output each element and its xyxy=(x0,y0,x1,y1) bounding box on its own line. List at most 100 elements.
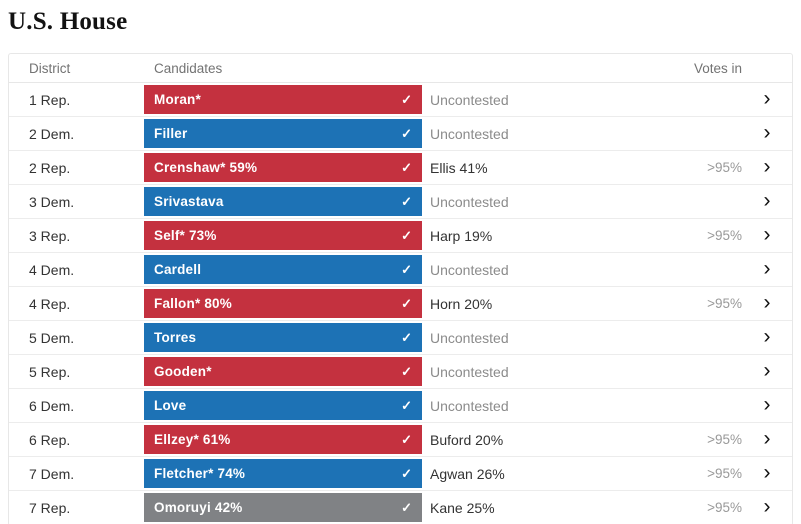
district-label: 4 Dem. xyxy=(29,261,75,278)
votes-in-value: >95% xyxy=(707,466,742,481)
district-label: 2 Dem. xyxy=(29,125,75,142)
votes-in-value: >95% xyxy=(707,432,742,447)
leader-name: Srivastava xyxy=(154,194,224,209)
district-label: 2 Rep. xyxy=(29,159,71,176)
column-header-candidates: Candidates xyxy=(154,60,223,76)
leader-name: Love xyxy=(154,398,187,413)
votes-in-value: >95% xyxy=(707,500,742,515)
leader-bar: Fletcher* 74% ✓ xyxy=(144,459,422,488)
opponent-label: Uncontested xyxy=(430,329,509,346)
votes-in-value: >95% xyxy=(707,296,742,311)
votes-in-value: >95% xyxy=(707,160,742,175)
leader-bar: Self* 73% ✓ xyxy=(144,221,422,250)
chevron-right-icon[interactable]: › xyxy=(763,494,771,518)
winner-check-icon: ✓ xyxy=(401,330,412,345)
chevron-right-icon[interactable]: › xyxy=(763,324,771,348)
district-label: 6 Dem. xyxy=(29,397,75,414)
chevron-right-icon[interactable]: › xyxy=(763,86,771,110)
leader-name: Omoruyi 42% xyxy=(154,500,243,515)
leader-name: Gooden* xyxy=(154,364,212,379)
column-header-votes-in: Votes in xyxy=(693,60,742,76)
district-label: 4 Rep. xyxy=(29,295,71,312)
district-label: 5 Rep. xyxy=(29,363,71,380)
winner-check-icon: ✓ xyxy=(401,228,412,243)
chevron-right-icon[interactable]: › xyxy=(763,154,771,178)
leader-name: Filler xyxy=(154,126,188,141)
winner-check-icon: ✓ xyxy=(401,126,412,141)
district-label: 7 Dem. xyxy=(29,465,75,482)
district-label: 3 Dem. xyxy=(29,193,75,210)
winner-check-icon: ✓ xyxy=(401,432,412,447)
leader-name: Fallon* 80% xyxy=(154,296,232,311)
winner-check-icon: ✓ xyxy=(401,262,412,277)
table-row[interactable]: 5 Dem. Torres ✓ Uncontested › xyxy=(9,321,792,355)
winner-check-icon: ✓ xyxy=(401,92,412,107)
table-row[interactable]: 7 Rep. Omoruyi 42% ✓ Kane 25% >95% › xyxy=(9,491,792,524)
table-row[interactable]: 4 Dem. Cardell ✓ Uncontested › xyxy=(9,253,792,287)
leader-name: Ellzey* 61% xyxy=(154,432,231,447)
leader-name: Moran* xyxy=(154,92,201,107)
leader-name: Fletcher* 74% xyxy=(154,466,246,481)
leader-bar: Cardell ✓ xyxy=(144,255,422,284)
opponent-label: Horn 20% xyxy=(430,295,493,312)
opponent-label: Agwan 26% xyxy=(430,465,505,482)
chevron-right-icon[interactable]: › xyxy=(763,222,771,246)
table-row[interactable]: 1 Rep. Moran* ✓ Uncontested › xyxy=(9,83,792,117)
leader-bar: Torres ✓ xyxy=(144,323,422,352)
table-row[interactable]: 7 Dem. Fletcher* 74% ✓ Agwan 26% >95% › xyxy=(9,457,792,491)
winner-check-icon: ✓ xyxy=(401,500,412,515)
table-row[interactable]: 3 Dem. Srivastava ✓ Uncontested › xyxy=(9,185,792,219)
votes-in-value: >95% xyxy=(707,228,742,243)
opponent-label: Kane 25% xyxy=(430,499,495,516)
district-label: 3 Rep. xyxy=(29,227,71,244)
leader-bar: Omoruyi 42% ✓ xyxy=(144,493,422,522)
chevron-right-icon[interactable]: › xyxy=(763,256,771,280)
winner-check-icon: ✓ xyxy=(401,364,412,379)
opponent-label: Uncontested xyxy=(430,261,509,278)
table-row[interactable]: 3 Rep. Self* 73% ✓ Harp 19% >95% › xyxy=(9,219,792,253)
table-row[interactable]: 4 Rep. Fallon* 80% ✓ Horn 20% >95% › xyxy=(9,287,792,321)
leader-bar: Ellzey* 61% ✓ xyxy=(144,425,422,454)
page-title: U.S. House xyxy=(8,8,128,35)
chevron-right-icon[interactable]: › xyxy=(763,120,771,144)
chevron-right-icon[interactable]: › xyxy=(763,426,771,450)
chevron-right-icon[interactable]: › xyxy=(763,188,771,212)
winner-check-icon: ✓ xyxy=(401,160,412,175)
opponent-label: Buford 20% xyxy=(430,431,504,448)
chevron-right-icon[interactable]: › xyxy=(763,460,771,484)
table-row[interactable]: 6 Dem. Love ✓ Uncontested › xyxy=(9,389,792,423)
opponent-label: Uncontested xyxy=(430,397,509,414)
opponent-label: Uncontested xyxy=(430,363,509,380)
winner-check-icon: ✓ xyxy=(401,194,412,209)
table-body: 1 Rep. Moran* ✓ Uncontested › 2 Dem. Fil… xyxy=(9,83,792,524)
leader-bar: Fallon* 80% ✓ xyxy=(144,289,422,318)
column-header-district: District xyxy=(29,60,71,76)
winner-check-icon: ✓ xyxy=(401,296,412,311)
house-results-table: District Candidates Votes in 1 Rep. Mora… xyxy=(8,53,793,524)
table-header-row: District Candidates Votes in xyxy=(9,54,792,83)
table-row[interactable]: 2 Dem. Filler ✓ Uncontested › xyxy=(9,117,792,151)
chevron-right-icon[interactable]: › xyxy=(763,290,771,314)
leader-bar: Moran* ✓ xyxy=(144,85,422,114)
chevron-right-icon[interactable]: › xyxy=(763,392,771,416)
table-row[interactable]: 5 Rep. Gooden* ✓ Uncontested › xyxy=(9,355,792,389)
leader-bar: Crenshaw* 59% ✓ xyxy=(144,153,422,182)
district-label: 6 Rep. xyxy=(29,431,71,448)
leader-name: Cardell xyxy=(154,262,202,277)
leader-bar: Srivastava ✓ xyxy=(144,187,422,216)
opponent-label: Ellis 41% xyxy=(430,159,488,176)
leader-bar: Filler ✓ xyxy=(144,119,422,148)
leader-bar: Love ✓ xyxy=(144,391,422,420)
district-label: 7 Rep. xyxy=(29,499,71,516)
leader-bar: Gooden* ✓ xyxy=(144,357,422,386)
opponent-label: Uncontested xyxy=(430,91,509,108)
leader-name: Torres xyxy=(154,330,197,345)
chevron-right-icon[interactable]: › xyxy=(763,358,771,382)
opponent-label: Uncontested xyxy=(430,125,509,142)
leader-name: Self* 73% xyxy=(154,228,217,243)
table-row[interactable]: 2 Rep. Crenshaw* 59% ✓ Ellis 41% >95% › xyxy=(9,151,792,185)
district-label: 5 Dem. xyxy=(29,329,75,346)
leader-name: Crenshaw* 59% xyxy=(154,160,258,175)
table-row[interactable]: 6 Rep. Ellzey* 61% ✓ Buford 20% >95% › xyxy=(9,423,792,457)
opponent-label: Harp 19% xyxy=(430,227,493,244)
